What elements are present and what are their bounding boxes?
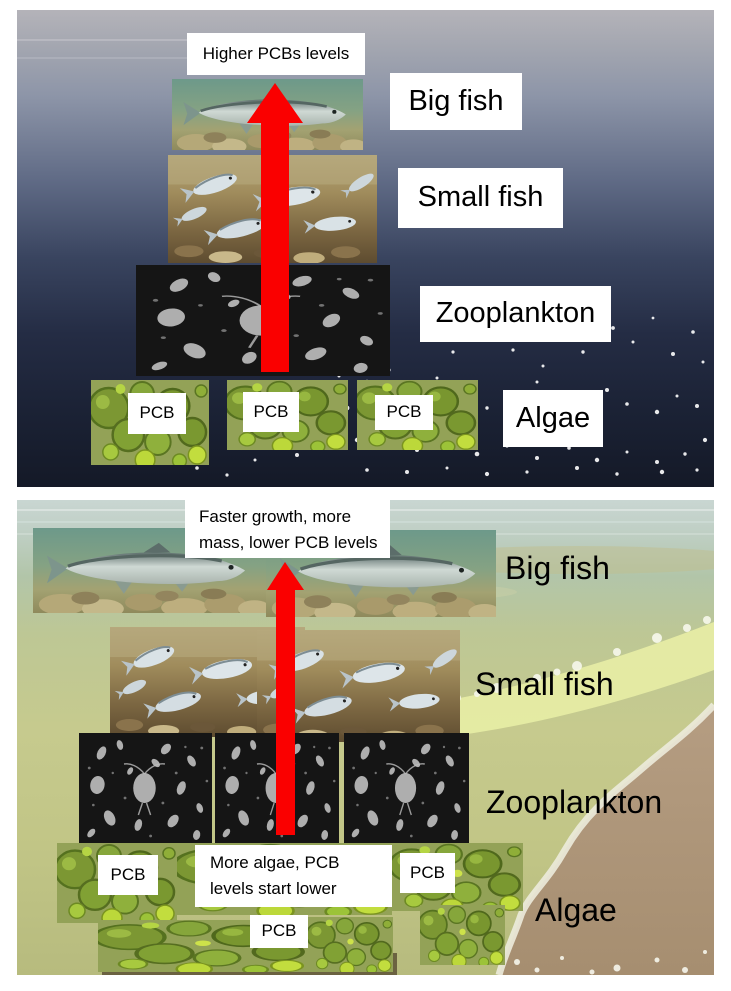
- lower-food-web-panel: Faster growth, more mass, lower PCB leve…: [17, 500, 714, 975]
- faster-growth-annotation: Faster growth, more mass, lower PCB leve…: [185, 500, 390, 558]
- level-label-big-fish: Big fish: [505, 550, 610, 586]
- zooplankton-photo: [215, 733, 339, 843]
- level-label-zooplankton: Zooplankton: [420, 286, 611, 342]
- level-label-small-fish: Small fish: [398, 168, 563, 228]
- higher-pcb-annotation: Higher PCBs levels: [187, 33, 365, 75]
- zooplankton-photo: [79, 733, 212, 843]
- level-label-small-fish: Small fish: [475, 666, 614, 702]
- level-label-algae: Algae: [535, 892, 617, 928]
- pcb-tag: PCB: [250, 915, 308, 948]
- pcb-tag: PCB: [98, 855, 158, 895]
- algae-photo: [420, 905, 505, 965]
- zooplankton-photo: [344, 733, 469, 843]
- zooplankton-photo: [136, 265, 390, 376]
- pcb-tag: PCB: [375, 395, 433, 430]
- pcb-tag: PCB: [400, 853, 455, 893]
- small-fish-photo: [168, 155, 377, 263]
- upper-food-web-panel: Higher PCBs levels Big fish Small fish Z…: [17, 10, 714, 487]
- algae-photo: [308, 917, 393, 972]
- level-label-zooplankton: Zooplankton: [486, 784, 663, 820]
- small-fish-photo: [257, 630, 460, 742]
- level-label-big-fish: Big fish: [390, 73, 522, 130]
- more-algae-annotation: More algae, PCB levels start lower: [195, 845, 392, 907]
- pcb-tag: PCB: [128, 393, 186, 434]
- level-label-algae: Algae: [503, 390, 603, 447]
- pcb-tag: PCB: [243, 392, 299, 432]
- big-fish-photo: [172, 79, 363, 150]
